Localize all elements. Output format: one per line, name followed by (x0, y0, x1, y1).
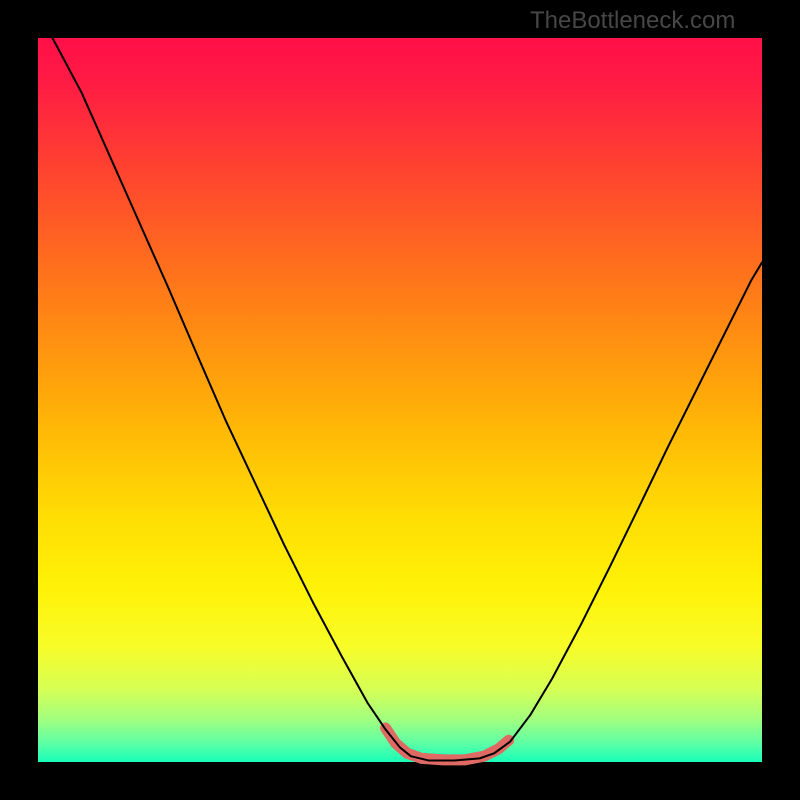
chart-stage: TheBottleneck.com (0, 0, 800, 800)
chart-svg (0, 0, 800, 800)
plot-background (38, 38, 762, 762)
watermark-text: TheBottleneck.com (530, 7, 735, 35)
